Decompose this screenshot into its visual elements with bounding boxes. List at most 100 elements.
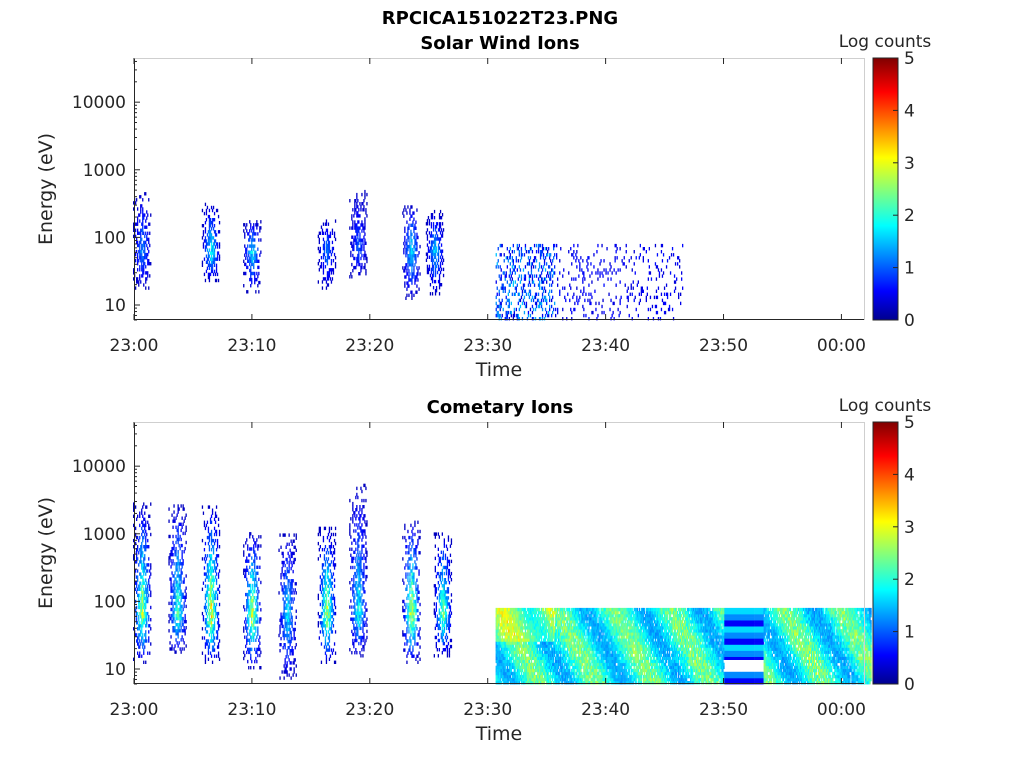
heatmap-cell	[418, 535, 420, 540]
heatmap-cell	[213, 596, 216, 601]
heatmap-cell	[323, 587, 326, 591]
heatmap-cell	[249, 532, 251, 536]
heatmap-cell	[322, 252, 325, 257]
heatmap-cell	[293, 597, 295, 601]
heatmap-cell	[138, 551, 140, 555]
heatmap-cell	[323, 590, 326, 594]
heatmap-cell	[359, 635, 361, 640]
heatmap-cell	[144, 563, 146, 567]
heatmap-cell	[439, 216, 442, 220]
heatmap-cell	[667, 307, 670, 312]
heatmap-cell	[502, 271, 504, 275]
heatmap-cell	[496, 617, 498, 621]
heatmap-cell	[361, 635, 363, 640]
heatmap-cell	[170, 586, 172, 590]
heatmap-cell	[450, 538, 453, 542]
heatmap-cell	[181, 647, 183, 651]
heatmap-cell	[358, 538, 360, 542]
heatmap-cell	[438, 237, 441, 241]
heatmap-cell	[244, 635, 246, 639]
heatmap-cell	[283, 576, 285, 580]
heatmap-cell	[495, 638, 497, 642]
heatmap-cell	[333, 563, 336, 567]
heatmap-cell	[292, 649, 294, 653]
heatmap-cell	[445, 565, 448, 570]
heatmap-cell	[292, 569, 294, 574]
heatmap-cell	[252, 250, 254, 254]
heatmap-cell	[247, 583, 249, 588]
heatmap-cell	[614, 243, 616, 248]
heatmap-cell	[215, 278, 218, 283]
heatmap-cell	[322, 538, 325, 543]
heatmap-cell	[279, 630, 281, 635]
heatmap-cell	[613, 317, 615, 321]
heatmap-cell	[185, 525, 187, 529]
heatmap-cell	[143, 517, 145, 521]
heatmap-cell	[319, 584, 321, 588]
heatmap-cell	[447, 535, 450, 539]
heatmap-cell	[212, 648, 215, 652]
heatmap-cell	[145, 277, 147, 281]
heatmap-cell	[327, 590, 330, 594]
heatmap-cell	[176, 595, 178, 599]
heatmap-cell	[445, 544, 448, 548]
heatmap-cell	[204, 560, 207, 564]
heatmap-cell	[411, 232, 413, 237]
heatmap-cell	[356, 229, 358, 233]
heatmap-cell	[178, 601, 180, 606]
heatmap-cell	[527, 292, 530, 296]
heatmap-cell	[287, 600, 289, 604]
heatmap-cell	[295, 591, 297, 595]
heatmap-cell	[144, 608, 146, 613]
heatmap-cell	[411, 535, 413, 540]
heatmap-cell	[430, 240, 433, 244]
heatmap-cell	[176, 589, 178, 593]
heatmap-cell	[415, 657, 417, 661]
heatmap-cell	[282, 560, 284, 565]
heatmap-cell	[250, 599, 252, 603]
heatmap-cell	[439, 590, 441, 594]
heatmap-cell	[361, 593, 363, 597]
heatmap-cell	[362, 574, 364, 579]
heatmap-cell	[213, 593, 216, 598]
heatmap-cell	[329, 277, 332, 281]
heatmap-cell	[358, 256, 360, 261]
heatmap-cell	[417, 278, 419, 282]
heatmap-cell	[142, 231, 144, 235]
heatmap-cell	[419, 636, 421, 640]
heatmap-cell	[410, 581, 412, 585]
heatmap-cell	[351, 541, 353, 545]
heatmap-cell	[497, 614, 499, 618]
heatmap-cell	[209, 239, 212, 243]
heatmap-cell	[363, 614, 365, 618]
heatmap-cell	[681, 271, 683, 275]
heatmap-cell	[357, 626, 359, 631]
y-tick-label: 1000	[83, 161, 126, 181]
heatmap-cell	[537, 247, 540, 251]
heatmap-cell	[146, 581, 148, 585]
heatmap-cell	[503, 659, 505, 664]
heatmap-cell	[498, 647, 500, 651]
heatmap-cell	[257, 626, 259, 630]
heatmap-cell	[504, 677, 506, 682]
heatmap-cell	[294, 658, 296, 662]
heatmap-cell	[362, 587, 364, 591]
heatmap-cell	[573, 243, 575, 248]
heatmap-cell	[251, 244, 253, 248]
heatmap-cell	[333, 660, 336, 664]
heatmap-cell	[365, 608, 367, 612]
heatmap-cell	[210, 236, 213, 240]
heatmap-cell	[286, 649, 288, 653]
heatmap-cell	[352, 508, 354, 512]
heatmap-cell	[247, 544, 249, 548]
heatmap-cell	[135, 201, 137, 205]
heatmap-cell	[655, 295, 658, 300]
heatmap-cell	[182, 616, 184, 621]
heatmap-cell	[417, 654, 419, 658]
heatmap-cell	[208, 535, 211, 540]
heatmap-cell	[257, 586, 259, 591]
heatmap-cell	[250, 274, 252, 279]
heatmap-cell	[209, 621, 212, 625]
heatmap-cell	[259, 653, 261, 658]
heatmap-cell	[144, 645, 146, 649]
